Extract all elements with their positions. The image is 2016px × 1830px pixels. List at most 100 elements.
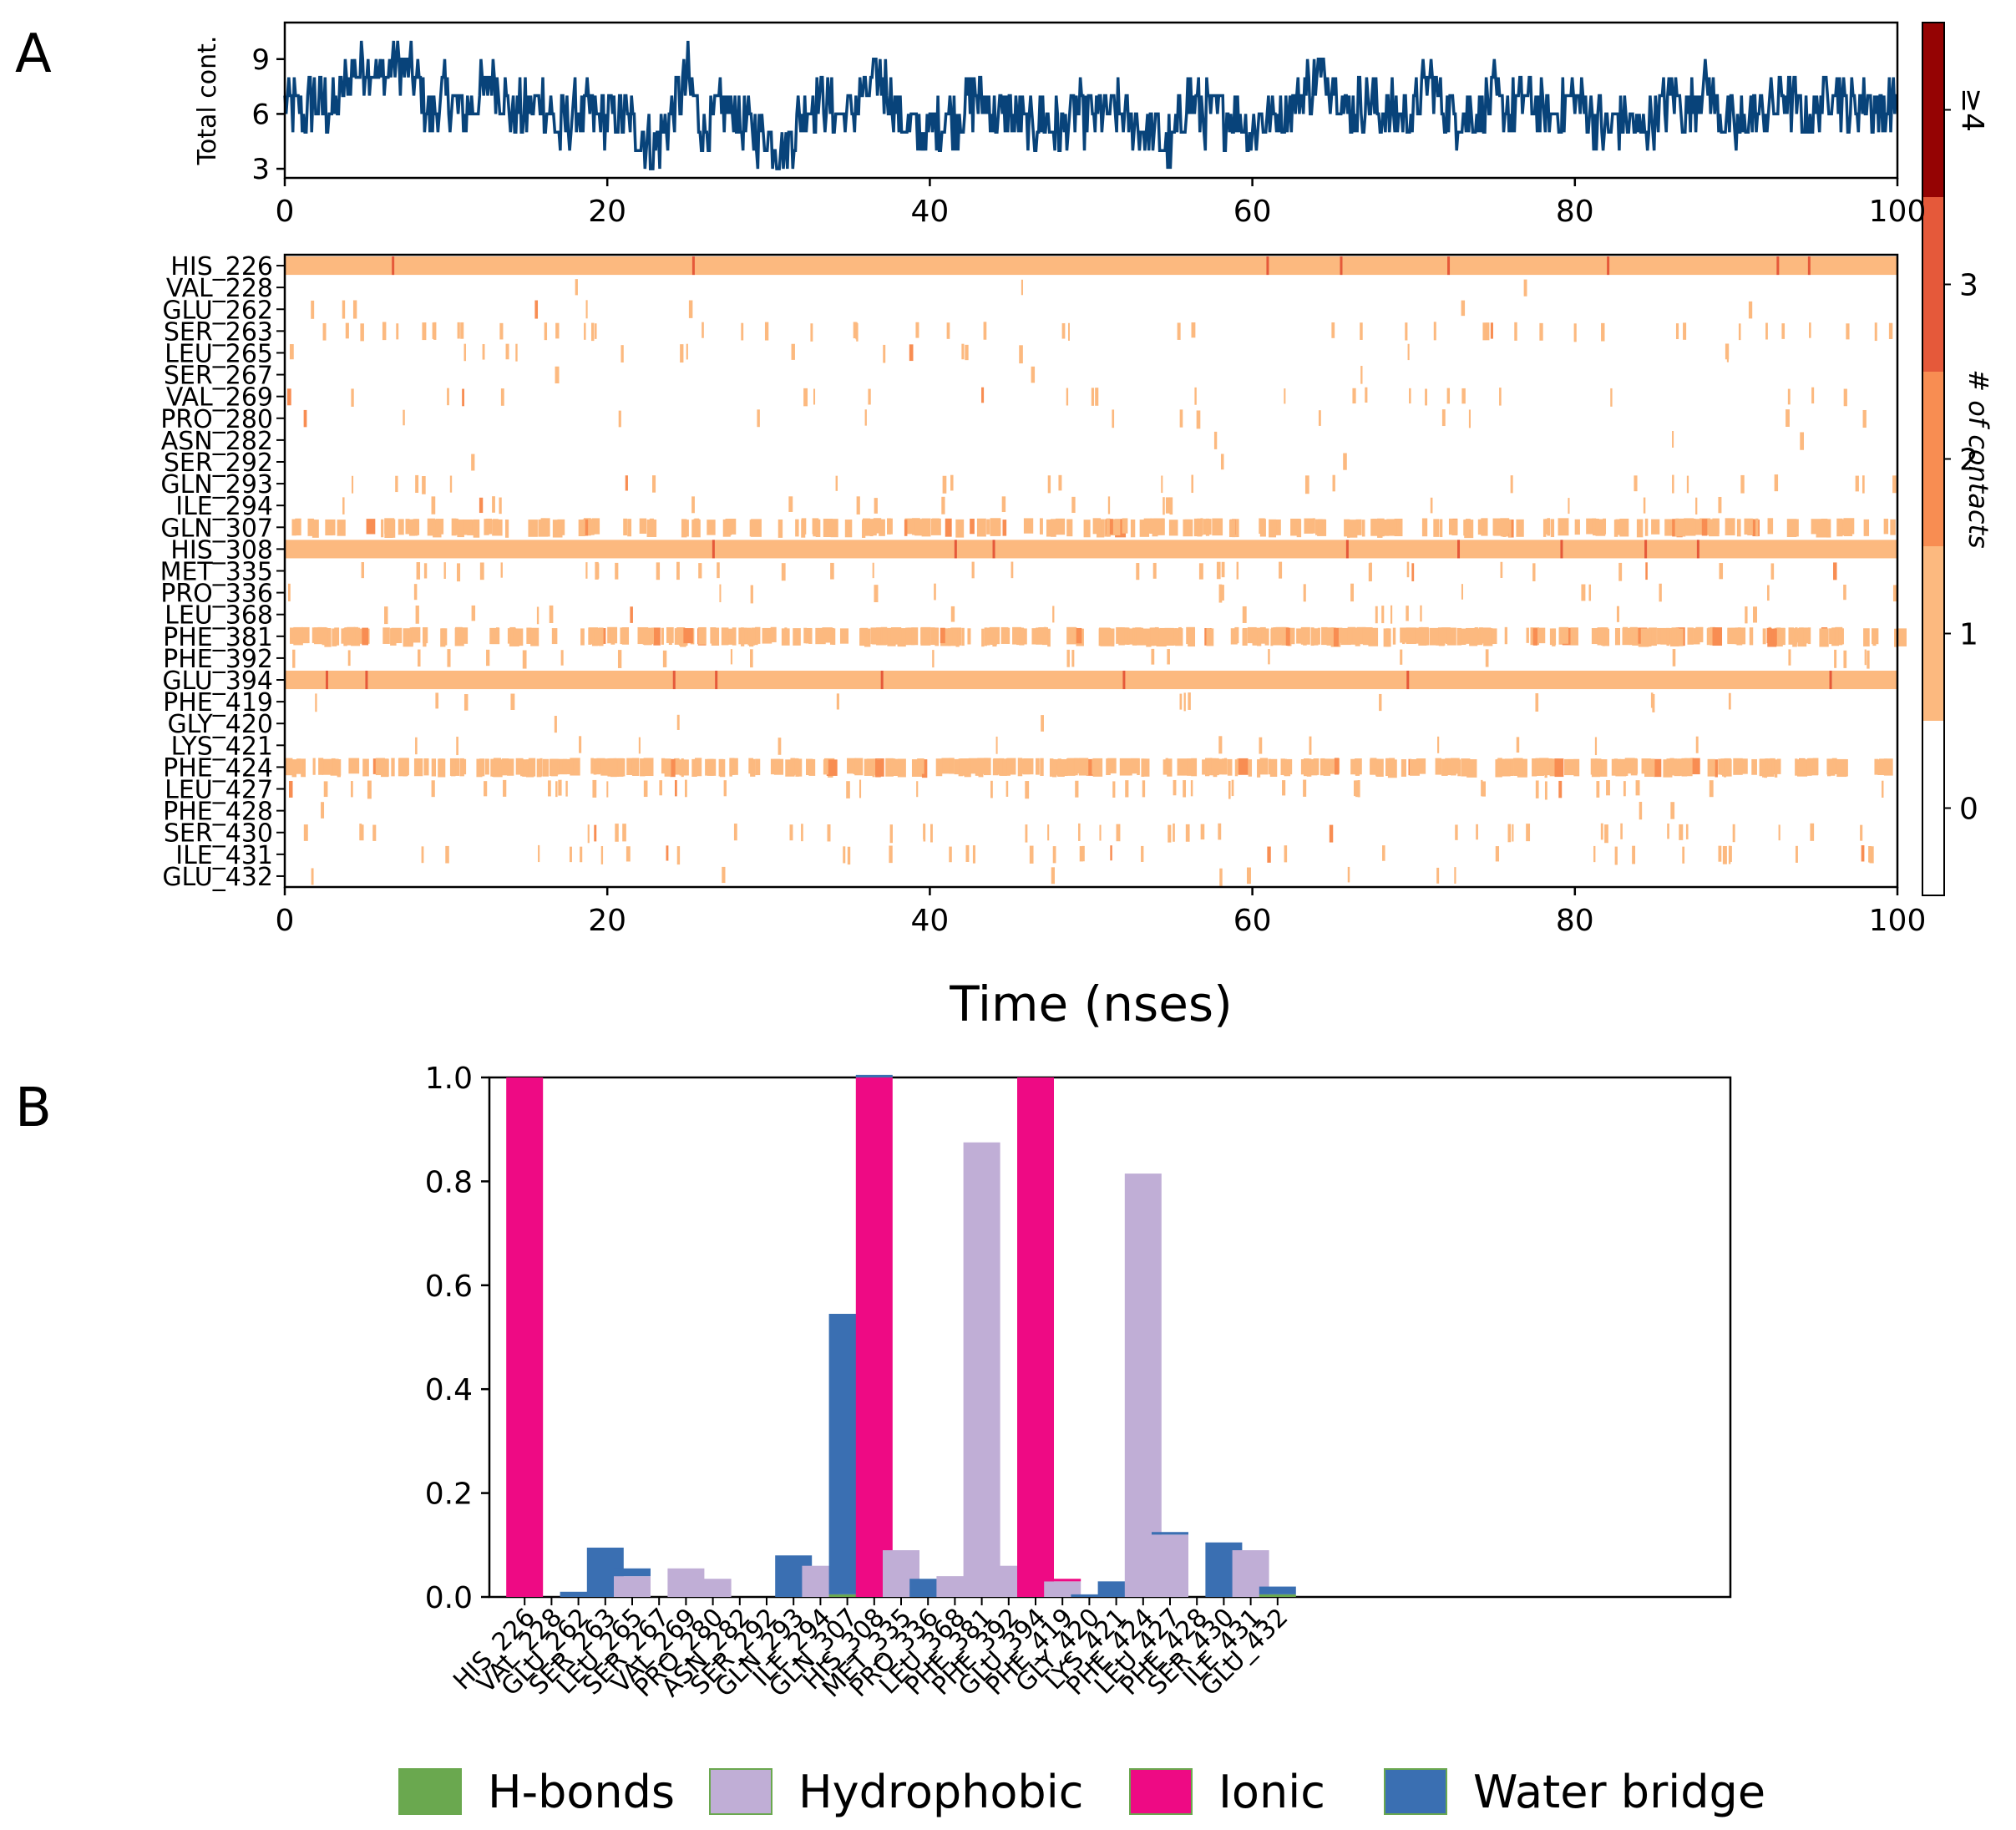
heat-mark-SER_430-1 <box>801 824 803 842</box>
heat-mark-PHE_381-290 <box>1695 626 1704 642</box>
heat-mark-SER_430-7 <box>1476 824 1478 840</box>
heat-row-label-HIS_226: HIS_226 <box>170 252 273 281</box>
heat-mark-GLN_293-2 <box>1047 475 1051 494</box>
heat-mark-LEU_265-7 <box>505 343 509 360</box>
heat-mark-PRO_280-10 <box>1786 409 1790 428</box>
heat-mark-PHE_424-61 <box>542 758 550 777</box>
heat-mark-PHE_424-269 <box>1733 758 1743 775</box>
heat-mark-PHE_381-333 <box>1801 627 1810 644</box>
heat-mark-PHE_424-255 <box>476 758 483 778</box>
heat-mark-PHE_381-184 <box>870 627 881 645</box>
heat-mark-MET_335-23 <box>361 562 364 579</box>
heat-mark-SER_263-6 <box>1781 323 1786 339</box>
heat-mark-PRO_280-11 <box>618 410 621 428</box>
heat-mark-PHE_381-149 <box>1597 627 1605 646</box>
heat-mark-SER_263-24 <box>1490 322 1493 339</box>
heat-mark-ILE_431-8 <box>1495 846 1500 862</box>
line-x-tick-label-2: 40 <box>910 195 949 229</box>
heat-mark-GLN_293-17 <box>625 475 628 491</box>
heat-mark-GLN_307-150 <box>1259 519 1266 537</box>
heat-mark-PHE_381-48 <box>509 626 516 645</box>
heat-mark-GLN_293-19 <box>395 475 398 493</box>
heat-mark-GLN_307-87 <box>801 518 807 535</box>
heat-mark-PHE_381-90 <box>647 627 652 645</box>
heat-mark-PRO_336-14 <box>934 583 936 601</box>
heat-mark-PHE_419-7 <box>1652 693 1655 712</box>
heat-mark-VAL_269-10 <box>286 388 291 406</box>
heat-mark-MET_335-8 <box>872 562 874 579</box>
heat-mark-GLN_307-54 <box>504 520 509 538</box>
heat-mark-LEU_427-19 <box>565 780 568 797</box>
heat-mark-PHE_424-194 <box>296 758 301 774</box>
heat-mark-PHE_381-262 <box>711 627 720 646</box>
heat-mark-SER_430-27 <box>1047 824 1050 841</box>
heat-mark-GLN_307-212 <box>646 520 657 537</box>
heat-mark-PHE_424-303 <box>1409 758 1420 776</box>
heat-mark-PHE_381-207 <box>1368 627 1379 646</box>
heat-mark-PHE_392-9 <box>486 649 490 667</box>
heat-mark-PHE_381-69 <box>781 628 790 646</box>
heat-mark-ILE_431-4 <box>1284 845 1288 863</box>
heat-mark-ILE_431-7 <box>965 844 970 862</box>
heat-mark-SER_263-32 <box>1514 322 1517 341</box>
heat-mark-PHE_381-231 <box>1330 627 1334 646</box>
heat-mark-LEU_427-47 <box>1353 780 1358 797</box>
heat-mark-SER_430-37 <box>1600 823 1603 840</box>
heat-mark-ILE_431-26 <box>1682 846 1685 864</box>
heat-mark-PHE_381-346 <box>1872 628 1877 646</box>
legend-label-3: Water bridge <box>1473 1766 1765 1818</box>
heat-mark-PHE_381-199 <box>666 626 674 643</box>
heat-mark-MET_335-6 <box>717 562 720 579</box>
heat-mark-LEU_427-18 <box>659 780 662 796</box>
heat-mark-PHE_381-342 <box>1118 627 1125 646</box>
heat-mark-PHE_381-153 <box>822 627 833 643</box>
heat-mark-LYS_421-9 <box>1309 736 1312 755</box>
heat-mark-LEU_427-25 <box>674 780 677 797</box>
heat-mark-MET_335-35 <box>615 562 619 580</box>
heat-mark-PHE_424-215 <box>536 758 542 778</box>
heat-mark-PHE_424-340 <box>529 758 534 775</box>
heat-mark-GLN_307-78 <box>830 519 838 538</box>
heat-mark-LEU_427-2 <box>606 781 609 798</box>
heat-mark-SER_430-15 <box>789 824 793 841</box>
heat-mark-PHE_381-66 <box>1792 628 1797 647</box>
heat-mark-VAL_269-12 <box>1091 388 1094 406</box>
heat-mark-SER_430-20 <box>827 824 831 842</box>
heat-mark-PHE_424-149 <box>679 759 689 776</box>
heat-mark-LEU_427-40 <box>558 779 562 796</box>
heat-mark-PHE_424-153 <box>1691 758 1700 775</box>
heat-mark-GLU_432-0 <box>722 866 726 884</box>
heat-mark-PHE_392-24 <box>1843 650 1847 668</box>
heat-mark-SER_430-34 <box>587 824 590 844</box>
heat-mark-PHE_424-308 <box>1222 758 1227 775</box>
heat-mark-PHE_392-5 <box>1867 650 1870 669</box>
heat-mark-PHE_392-8 <box>662 650 667 667</box>
line-x-tick-label-3: 60 <box>1233 195 1272 229</box>
bar-GLU_262-water-bridge <box>560 1591 597 1597</box>
heat-mark-PHE_424-309 <box>551 758 558 777</box>
heat-mark-GLN_307-131 <box>1372 519 1376 535</box>
heat-mark-PRO_336-2 <box>1581 584 1586 601</box>
heat-mark-PHE_381-181 <box>1313 628 1319 646</box>
heat-mark-GLN_307-20 <box>528 520 538 537</box>
heat-mark-PHE_419-8 <box>836 693 839 710</box>
heat-mark-PHE_381-316 <box>911 627 919 646</box>
heat-mark-PRO_336-13 <box>1892 585 1897 602</box>
bar-LEU_265-water-bridge <box>614 1568 651 1577</box>
bar-y-tick-label-3: 0.6 <box>425 1270 473 1304</box>
heat-mark-PHE_424-77 <box>484 758 489 775</box>
heat-mark-GLN_307-174 <box>1481 518 1488 536</box>
heat-mark-MET_335-9 <box>656 562 661 580</box>
heat-mark-GLN_307-168 <box>1046 519 1051 537</box>
heat-mark-ILE_431-34 <box>666 845 669 861</box>
heat-mark-LEU_265-14 <box>1725 343 1730 360</box>
legend-swatch-3 <box>1384 1768 1447 1815</box>
heat-mark-PHE_392-2 <box>617 650 622 668</box>
heat-mark-GLN_307-110 <box>873 518 882 534</box>
heat-mark-LEU_427-37 <box>1606 779 1610 796</box>
heat-row-label-LEU_265: LEU_265 <box>165 339 273 368</box>
heat-mark-GLN_307-41 <box>1542 519 1547 537</box>
heat-row-label-PHE_381: PHE_381 <box>163 623 273 652</box>
bar-PHE_419-hydrophobic <box>1044 1581 1081 1597</box>
